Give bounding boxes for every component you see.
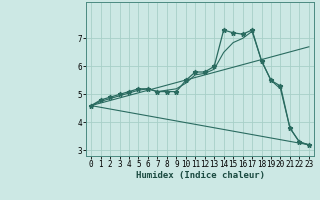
X-axis label: Humidex (Indice chaleur): Humidex (Indice chaleur) [135,171,265,180]
